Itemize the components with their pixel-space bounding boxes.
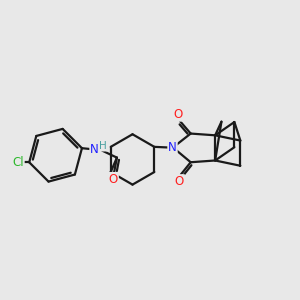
Text: O: O (175, 175, 184, 188)
Text: Cl: Cl (12, 156, 24, 169)
Text: O: O (109, 173, 118, 186)
Text: N: N (168, 141, 177, 154)
Text: H: H (99, 141, 107, 151)
Text: N: N (90, 143, 99, 156)
Text: O: O (174, 108, 183, 121)
